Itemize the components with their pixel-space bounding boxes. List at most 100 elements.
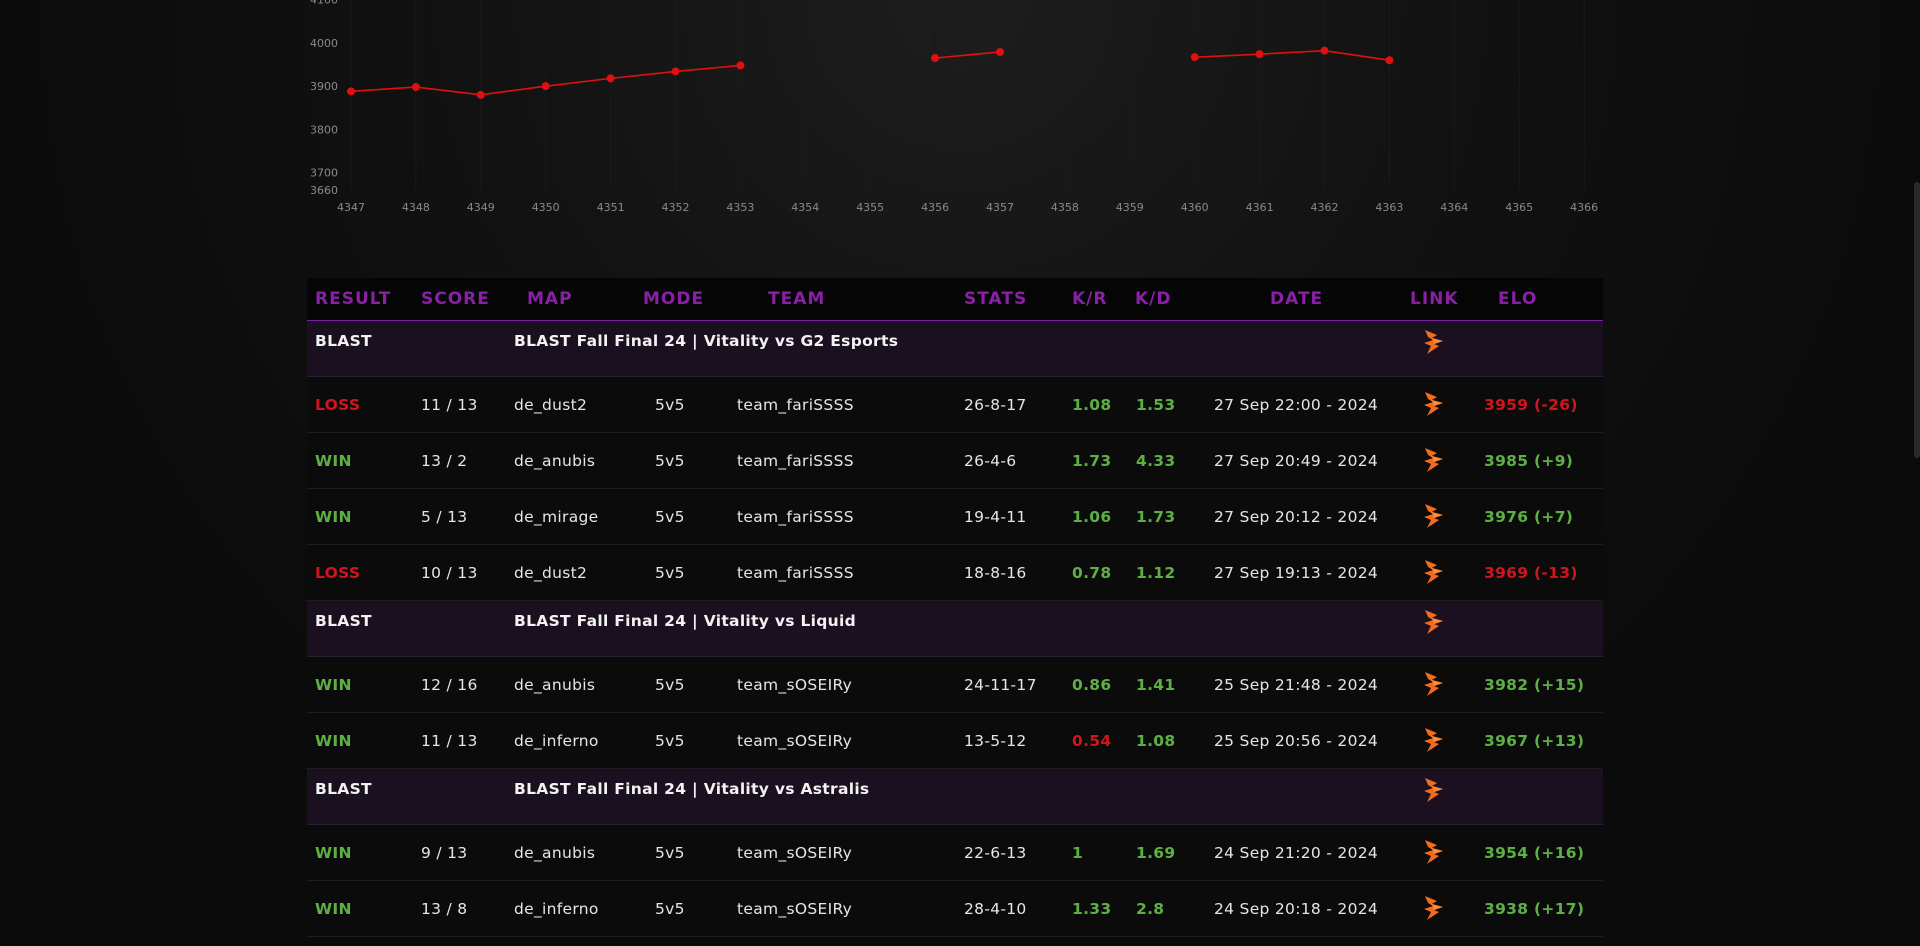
elo-cell: 3985 (+9) [1484,452,1574,470]
result-cell: LOSS [315,396,361,414]
score-cell: 12 / 16 [421,676,478,694]
x-tick-label: 4366 [1570,201,1598,214]
kr-cell: 1.06 [1072,508,1112,526]
map-cell: de_inferno [514,900,599,918]
faceit-icon[interactable] [1423,447,1445,473]
map-cell: de_dust2 [514,564,588,582]
x-tick-label: 4360 [1181,201,1209,214]
date-cell: 27 Sep 20:49 - 2024 [1214,452,1379,470]
faceit-icon[interactable] [1423,329,1445,355]
data-point[interactable] [931,54,940,63]
map-cell: de_anubis [514,452,596,470]
scrollbar-thumb[interactable] [1914,182,1920,458]
data-point[interactable] [347,87,355,96]
kr-cell: 0.86 [1072,676,1112,694]
data-point[interactable] [1255,50,1264,59]
team-cell: team_sOSEIRy [737,844,853,862]
header-team: TEAM [768,289,826,309]
faceit-icon[interactable] [1423,391,1445,417]
table-header: RESULT SCORE MAP MODE TEAM STATS K/R K/D… [307,278,1603,321]
date-cell: 27 Sep 22:00 - 2024 [1214,396,1379,414]
date-cell: 27 Sep 20:12 - 2024 [1214,508,1379,526]
map-cell: de_mirage [514,508,599,526]
elo-cell: 3954 (+16) [1484,844,1585,862]
team-cell: team_sOSEIRy [737,900,853,918]
x-tick-label: 4356 [921,201,949,214]
kd-cell: 2.8 [1136,900,1165,918]
data-point[interactable] [1320,46,1329,55]
stats-cell: 26-4-6 [964,452,1017,470]
table-row: WIN 13 / 2 de_anubis 5v5 team_fariSSSS 26-4-6… [307,433,1603,489]
data-point[interactable] [671,67,680,76]
team-cell: team_fariSSSS [737,452,854,470]
faceit-icon[interactable] [1423,503,1445,529]
header-result: RESULT [315,289,392,309]
mode-cell: 5v5 [655,732,685,750]
team-cell: team_fariSSSS [737,564,854,582]
result-cell: WIN [315,844,352,862]
match-group-row: BLAST BLAST Fall Final 24 | Vitality vs G… [307,321,1603,377]
data-point[interactable] [411,83,420,92]
stats-cell: 22-6-13 [964,844,1027,862]
mode-cell: 5v5 [655,452,685,470]
data-point[interactable] [736,61,745,70]
kr-cell: 1.08 [1072,396,1112,414]
result-cell: WIN [315,900,352,918]
kr-cell: 0.78 [1072,564,1112,582]
elo-cell: 3969 (-13) [1484,564,1578,582]
map-cell: de_anubis [514,844,596,862]
group-organizer: BLAST [315,332,372,350]
kd-cell: 1.73 [1136,508,1176,526]
kd-cell: 1.41 [1136,676,1176,694]
faceit-icon[interactable] [1423,895,1445,921]
x-tick-label: 4362 [1311,201,1339,214]
date-cell: 24 Sep 20:18 - 2024 [1214,900,1379,918]
y-tick-label: 3800 [310,123,338,136]
kd-cell: 1.69 [1136,844,1176,862]
kd-cell: 1.12 [1136,564,1176,582]
y-tick-label: 3660 [310,184,338,197]
kr-cell: 1.73 [1072,452,1112,470]
x-tick-label: 4359 [1116,201,1144,214]
faceit-icon[interactable] [1423,671,1445,697]
result-cell: WIN [315,508,352,526]
result-cell: WIN [315,732,352,750]
data-point[interactable] [1190,53,1199,62]
header-mode: MODE [643,289,705,309]
faceit-icon[interactable] [1423,727,1445,753]
x-tick-label: 4365 [1505,201,1533,214]
data-point[interactable] [1385,56,1394,65]
team-cell: team_fariSSSS [737,508,854,526]
faceit-icon[interactable] [1423,609,1445,635]
score-cell: 5 / 13 [421,508,468,526]
header-kd: K/D [1135,289,1172,309]
x-tick-label: 4354 [791,201,819,214]
faceit-icon[interactable] [1423,559,1445,585]
stats-cell: 26-8-17 [964,396,1027,414]
faceit-icon[interactable] [1423,777,1445,803]
x-tick-label: 4350 [532,201,560,214]
x-tick-label: 4349 [467,201,495,214]
score-cell: 11 / 13 [421,732,478,750]
data-point[interactable] [996,47,1004,56]
result-cell: WIN [315,676,352,694]
date-cell: 25 Sep 21:48 - 2024 [1214,676,1379,694]
kd-cell: 4.33 [1136,452,1176,470]
x-tick-label: 4347 [337,201,365,214]
data-point[interactable] [606,74,615,83]
x-tick-label: 4364 [1440,201,1468,214]
x-tick-label: 4353 [726,201,754,214]
match-group-row: BLAST BLAST Fall Final 24 | Vitality vs L… [307,601,1603,657]
stats-cell: 13-5-12 [964,732,1027,750]
result-cell: WIN [315,452,352,470]
data-point[interactable] [541,82,550,91]
data-point[interactable] [476,90,485,99]
table-row: WIN 9 / 13 de_anubis 5v5 team_sOSEIRy 22-6-13… [307,825,1603,881]
scrollbar-track[interactable] [1914,0,1920,946]
group-organizer: BLAST [315,612,372,630]
faceit-icon[interactable] [1423,839,1445,865]
match-history-table: RESULT SCORE MAP MODE TEAM STATS K/R K/D… [307,278,1603,937]
table-row: WIN 13 / 8 de_inferno 5v5 team_sOSEIRy 28-4-1… [307,881,1603,937]
group-organizer: BLAST [315,780,372,798]
header-link: LINK [1410,289,1459,309]
